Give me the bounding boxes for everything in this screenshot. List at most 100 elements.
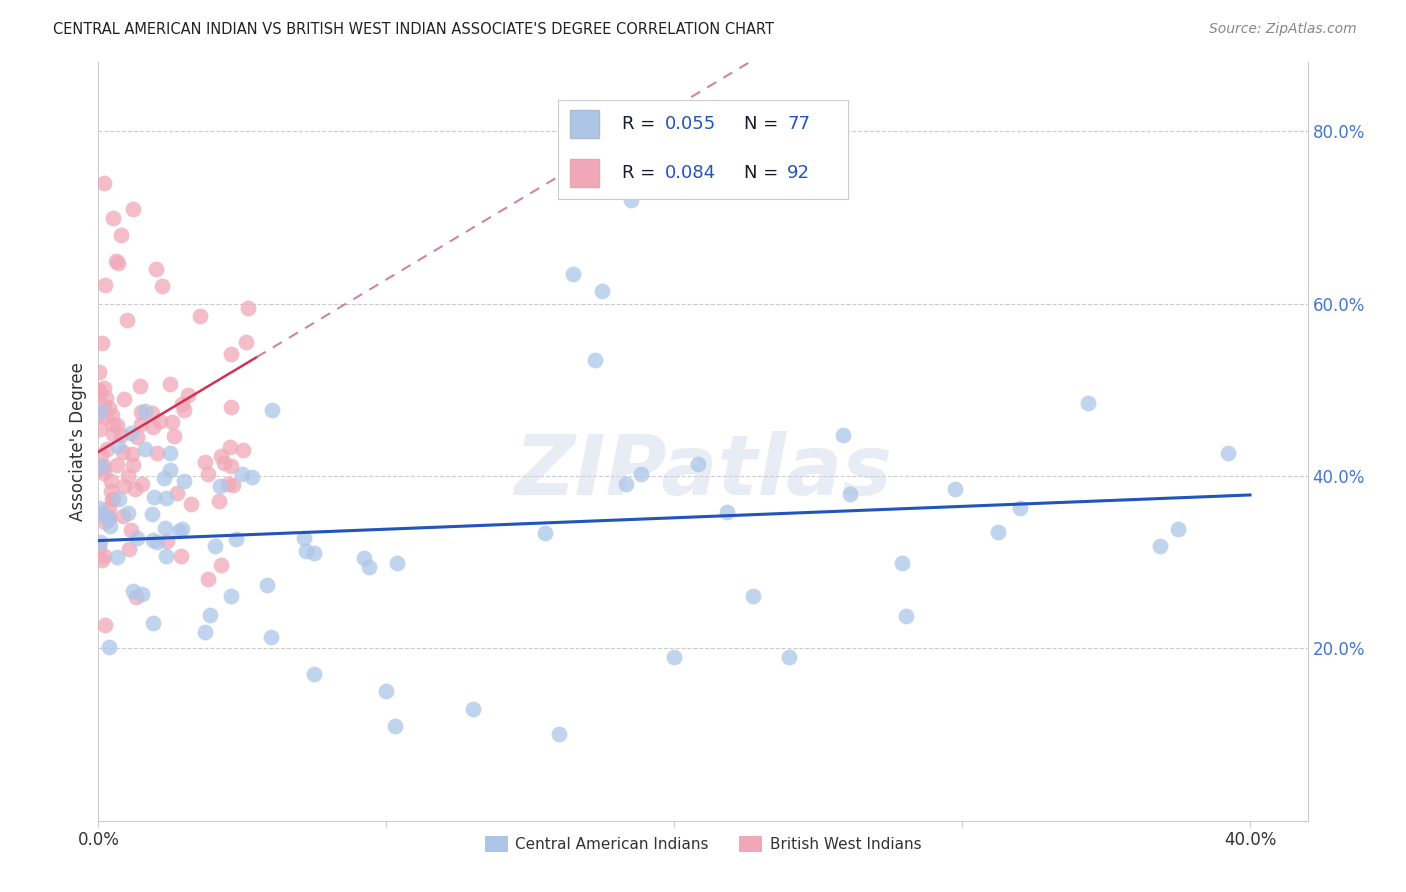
Point: [197, 467, 219, 481]
Point: [120, 425, 142, 440]
Point: [117, 506, 139, 520]
Point: [91, 553, 114, 567]
Point: [101, 426, 124, 441]
Point: [93, 381, 115, 395]
Point: [839, 486, 862, 500]
Point: [375, 684, 398, 698]
Point: [461, 701, 484, 715]
Point: [98, 500, 121, 515]
Point: [166, 486, 188, 500]
Point: [90, 460, 112, 475]
Point: [664, 649, 686, 664]
Point: [124, 482, 146, 496]
Legend: Central American Indians, British West Indians: Central American Indians, British West I…: [478, 830, 928, 858]
Point: [87, 407, 110, 421]
Point: [89, 365, 111, 379]
Point: [832, 427, 855, 442]
Point: [93, 508, 115, 522]
Point: [260, 630, 283, 644]
Point: [260, 402, 283, 417]
Text: ZIPatlas: ZIPatlas: [515, 432, 891, 512]
Point: [141, 407, 163, 421]
Point: [142, 490, 165, 504]
Point: [150, 279, 173, 293]
Point: [177, 387, 200, 401]
Y-axis label: Associate's Degree: Associate's Degree: [69, 362, 87, 521]
Point: [146, 535, 169, 549]
Point: [159, 463, 181, 477]
Point: [141, 507, 163, 521]
Point: [108, 491, 131, 506]
Point: [630, 467, 652, 481]
Point: [134, 442, 156, 457]
Point: [127, 531, 149, 545]
Point: [89, 534, 111, 549]
Point: [94, 618, 117, 632]
Point: [110, 428, 132, 442]
Point: [121, 447, 143, 461]
Point: [583, 352, 606, 367]
Point: [90, 458, 112, 473]
Point: [89, 422, 111, 436]
Point: [93, 459, 115, 474]
Point: [87, 501, 110, 516]
Point: [292, 532, 315, 546]
Point: [101, 491, 124, 506]
Point: [222, 477, 245, 491]
Point: [153, 471, 176, 485]
Point: [212, 456, 235, 470]
Point: [142, 419, 165, 434]
Point: [159, 445, 181, 459]
Point: [122, 583, 145, 598]
Point: [149, 414, 172, 428]
Point: [101, 491, 124, 506]
Point: [155, 549, 177, 563]
Point: [94, 392, 117, 406]
Point: [101, 417, 124, 431]
Point: [256, 577, 278, 591]
Point: [219, 401, 242, 415]
Point: [112, 508, 135, 523]
Point: [209, 449, 232, 463]
Point: [204, 539, 226, 553]
Point: [384, 719, 406, 733]
Point: [385, 556, 408, 570]
Point: [304, 546, 326, 560]
Point: [107, 256, 129, 270]
Point: [943, 483, 966, 497]
Point: [98, 512, 121, 526]
Point: [112, 392, 135, 407]
Point: [145, 262, 167, 277]
Point: [620, 194, 643, 208]
Point: [129, 417, 152, 431]
Text: CENTRAL AMERICAN INDIAN VS BRITISH WEST INDIAN ASSOCIATE'S DEGREE CORRELATION CH: CENTRAL AMERICAN INDIAN VS BRITISH WEST …: [53, 22, 775, 37]
Point: [90, 448, 112, 462]
Point: [104, 253, 127, 268]
Point: [219, 589, 242, 603]
Point: [219, 440, 242, 454]
Point: [194, 624, 217, 639]
Point: [125, 430, 148, 444]
Point: [197, 573, 219, 587]
Point: [240, 470, 263, 484]
Point: [987, 524, 1010, 539]
Point: [591, 284, 613, 298]
Point: [208, 479, 231, 493]
Point: [128, 379, 150, 393]
Point: [93, 176, 115, 190]
Point: [101, 408, 124, 422]
Point: [97, 640, 120, 654]
Point: [163, 429, 186, 443]
Point: [217, 476, 239, 491]
Point: [118, 542, 141, 557]
Point: [107, 417, 129, 432]
Point: [89, 404, 111, 418]
Point: [548, 727, 571, 741]
Point: [778, 649, 800, 664]
Point: [110, 227, 132, 242]
Point: [238, 301, 260, 315]
Point: [89, 541, 111, 555]
Point: [170, 549, 193, 563]
Point: [134, 404, 156, 418]
Point: [121, 458, 143, 472]
